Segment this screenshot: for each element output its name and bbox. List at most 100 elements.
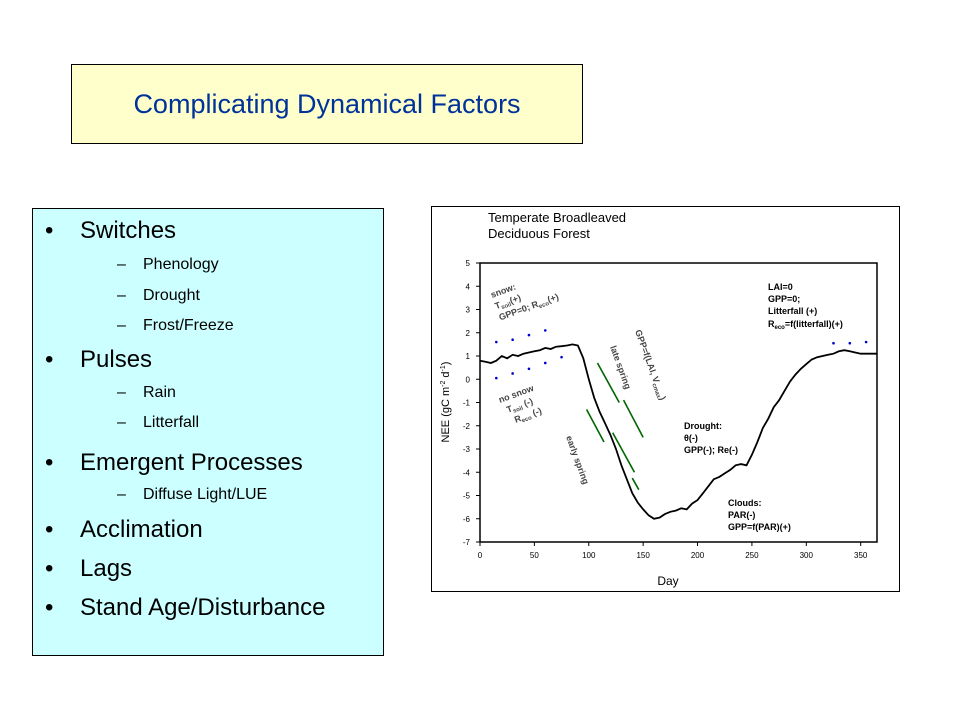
bullet-item: • Emergent Processes (45, 449, 303, 476)
no-snow-reco: R (513, 413, 523, 425)
no-snow-tsoil: T (505, 403, 514, 414)
bullet-label: Lags (80, 555, 133, 582)
sub-item: – Phenology (117, 256, 219, 273)
y-tick-label: 0 (466, 375, 471, 384)
snow-gpp-tail: (+) (546, 292, 560, 305)
y-tick-label: -1 (463, 399, 471, 408)
clouds-dots-marker (864, 340, 868, 344)
y-tick-label: 5 (466, 259, 471, 268)
snow-tsoil-sub: soil (501, 302, 513, 311)
y-tick-label: -4 (463, 468, 471, 477)
gpp-f-main: GPP=f(LAI, V (633, 328, 661, 384)
lai-r: R (768, 319, 775, 329)
lai-line-1: LAI=0 (768, 282, 793, 292)
snow-annotation: snow: Tsoil(+) GPP=0; Reco(+) (489, 282, 560, 323)
snow-dots-marker (527, 333, 531, 337)
factors-list-box: • Switches – Phenology – Drought – Frost/Fre… (32, 208, 384, 656)
x-tick-label: 200 (691, 551, 705, 560)
bullet-item: • Switches (45, 217, 177, 244)
no-snow-reco-tail: (-) (529, 406, 543, 419)
sub-item: – Litterfall (117, 414, 200, 431)
sub-item: – Frost/Freeze (117, 317, 234, 334)
y-tick-label: -6 (463, 515, 471, 524)
snow-dots-marker (543, 329, 547, 332)
no-snow-dots-marker (511, 372, 514, 375)
phenology-segment (622, 399, 644, 438)
drought-line-3: GPP(-); Re(-) (684, 445, 738, 455)
bullet-label: Emergent Processes (80, 449, 303, 476)
snow-tsoil: T (493, 300, 502, 311)
y-tick-label: -5 (463, 492, 471, 501)
marker-dots (495, 329, 868, 380)
drought-annotation: Drought: θ(-) GPP(-); Re(-) (684, 421, 738, 455)
chart-title-line-2: Deciduous Forest (488, 226, 590, 241)
phenology-segments (585, 362, 644, 491)
sub-item-label: Phenology (143, 256, 219, 273)
no-snow-dots-marker (527, 367, 531, 371)
no-snow-annotation: no snow Tsoil (-) Reco (-) (497, 383, 543, 425)
x-tick-label: 100 (582, 551, 596, 560)
nee-chart: Temperate Broadleaved Deciduous Forest 5… (440, 210, 878, 588)
clouds-annotation: Clouds: PAR(-) GPP=f(PAR)(+) (728, 498, 791, 532)
no-snow-dots-marker (495, 376, 498, 380)
sub-item-label: Frost/Freeze (143, 317, 234, 334)
lai-annotation: LAI=0 GPP=0; Litterfall (+) Reco=f(litte… (768, 282, 843, 331)
y-axis-label: NEE (gC m-2 d-1) (440, 362, 452, 443)
clouds-line-3: GPP=f(PAR)(+) (728, 522, 791, 532)
gpp-f-tail: ) (657, 395, 667, 401)
y-tick-label: -2 (463, 422, 471, 431)
no-snow-reco-sub: eco (521, 415, 533, 424)
bullet-label: Switches (80, 217, 177, 244)
clouds-line-1: Clouds: (728, 498, 762, 508)
late-spring-label: late spring (608, 344, 633, 390)
x-tick-label: 150 (636, 551, 650, 560)
lai-line-3: Litterfall (+) (768, 306, 817, 316)
y-tick-label: 1 (466, 352, 471, 361)
phenology-segment (585, 409, 605, 443)
clouds-dots-marker (848, 341, 852, 345)
sub-item-label: Diffuse Light/LUE (143, 486, 268, 503)
y-tick-label: -3 (463, 445, 471, 454)
x-tick-label: 0 (478, 551, 483, 560)
svg-text:Reco=f(litterfall)(+): Reco=f(litterfall)(+) (768, 319, 843, 331)
sub-item-label: Rain (143, 384, 176, 401)
sub-item-label: Drought (143, 287, 200, 304)
x-tick-label: 250 (745, 551, 759, 560)
slide-title-box: Complicating Dynamical Factors (71, 64, 583, 144)
no-snow-tsoil-tail: (-) (520, 396, 534, 409)
sub-item: – Rain (117, 384, 176, 401)
slide-title: Complicating Dynamical Factors (133, 88, 521, 119)
phenology-segment (596, 362, 620, 403)
snow-dots-marker (511, 338, 514, 342)
snow-dots-marker (495, 340, 498, 344)
bullet-item: • Pulses (45, 346, 153, 373)
gpp-f-lai-label: GPP=f(LAI, Vcmax) (631, 328, 668, 402)
bullet-item: • Acclimation (45, 516, 203, 543)
sub-item: – Diffuse Light/LUE (117, 486, 268, 503)
no-snow-tsoil-sub: soil (512, 405, 524, 414)
sub-item: – Drought (117, 287, 200, 304)
bullet-item: • Lags (45, 555, 133, 582)
chart-title-line-1: Temperate Broadleaved (488, 210, 626, 225)
phenology-segment (631, 477, 640, 491)
y-tick-label: 4 (466, 282, 471, 291)
lai-r-sub: eco (775, 325, 786, 331)
y-tick-label: 2 (466, 329, 471, 338)
bullet-label: Acclimation (80, 516, 203, 543)
lai-r-tail: =f(litterfall)(+) (785, 319, 843, 329)
x-tick-label: 350 (854, 551, 868, 560)
lai-line-2: GPP=0; (768, 294, 800, 304)
nee-series-line (479, 343, 877, 520)
svg-text:Tsoil (-): Tsoil (-) (505, 396, 535, 417)
early-spring-label: early spring (564, 434, 591, 485)
clouds-dots-marker (832, 341, 835, 345)
x-tick-label: 50 (530, 551, 539, 560)
no-snow-dots-marker (560, 355, 563, 359)
snow-tsoil-tail: (+) (508, 292, 522, 305)
y-tick-label: 3 (466, 306, 471, 315)
svg-text:Tsoil(+): Tsoil(+) (493, 292, 523, 313)
y-tick-label: -7 (463, 538, 471, 547)
drought-line-1: Drought: (684, 421, 722, 431)
phenology-segment (611, 432, 636, 473)
bullet-item: • Stand Age/Disturbance (45, 594, 326, 621)
